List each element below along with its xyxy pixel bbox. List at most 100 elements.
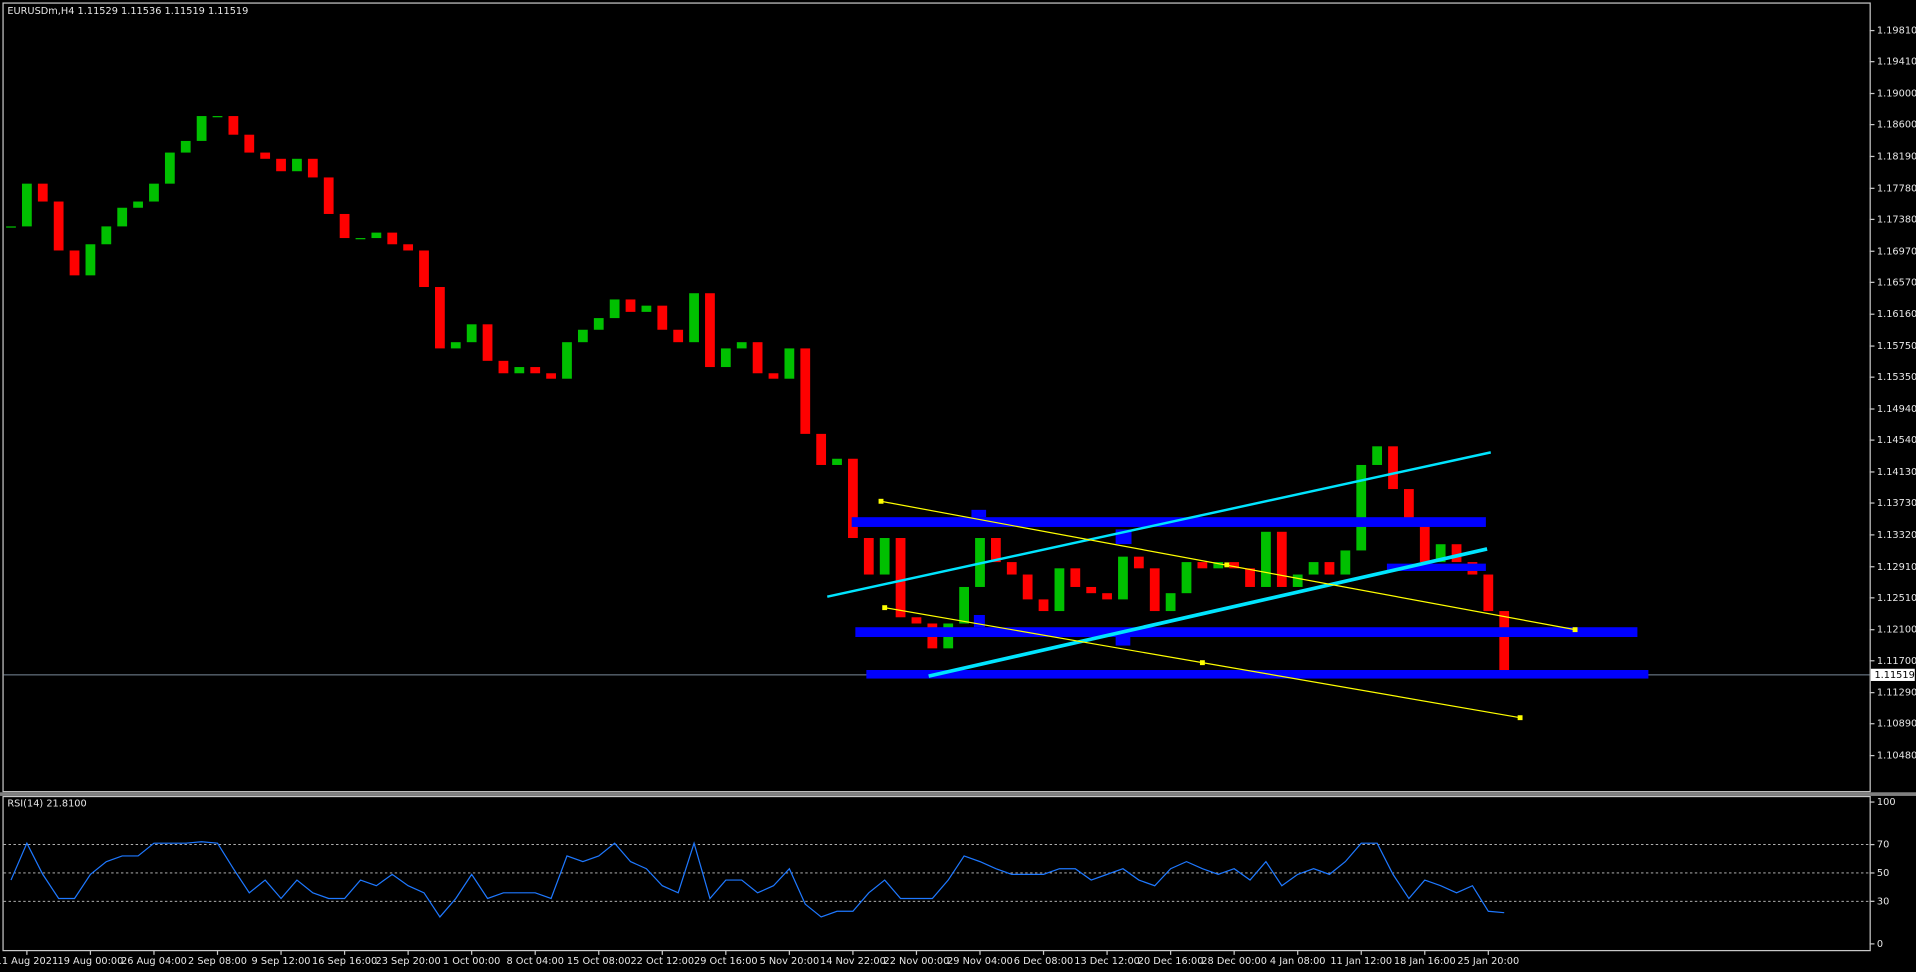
y-tick-label: 1.16160 (1877, 309, 1916, 320)
candle (1181, 562, 1192, 594)
x-tick-label: 16 Sep 16:00 (312, 956, 377, 967)
zone (866, 670, 1649, 679)
candle (530, 367, 541, 374)
candle (133, 201, 143, 208)
y-tick-label: 1.13730 (1877, 498, 1916, 509)
y-tick-label: 100 (1877, 797, 1896, 808)
candle (1435, 544, 1446, 563)
trendline (928, 547, 1488, 678)
x-tick-label: 1 Oct 00:00 (443, 956, 500, 967)
candle (1149, 568, 1160, 612)
candle (180, 140, 191, 153)
y-tick-label: 1.14540 (1877, 435, 1916, 446)
x-tick-label: 6 Dec 08:00 (1014, 956, 1073, 967)
zone (971, 509, 987, 518)
candle (990, 538, 1001, 563)
candle (228, 116, 239, 135)
candle (482, 324, 493, 361)
candle (355, 238, 366, 240)
candle (403, 244, 414, 251)
candle (69, 250, 80, 276)
candle (657, 305, 668, 330)
y-tick-label: 50 (1877, 868, 1889, 879)
candle (562, 342, 572, 379)
x-tick-label: 23 Sep 20:00 (376, 956, 441, 967)
zone (855, 627, 1638, 637)
candle (1038, 599, 1049, 612)
anchor (882, 605, 888, 611)
y-tick-label: 1.11700 (1877, 656, 1916, 667)
candle (1356, 464, 1367, 551)
candle (21, 183, 32, 227)
candle (546, 373, 556, 379)
candle (641, 305, 652, 312)
last-price-box (1870, 668, 1915, 681)
y-tick-label: 1.19810 (1877, 26, 1916, 37)
candle (832, 458, 842, 465)
zone (973, 614, 985, 628)
candle (212, 116, 223, 118)
candle (419, 250, 429, 288)
candle (260, 152, 271, 159)
y-tick-label: 1.19410 (1877, 57, 1916, 68)
candle (307, 158, 318, 178)
x-tick-label: 13 Dec 12:00 (1074, 956, 1140, 967)
y-tick-label: 1.12100 (1877, 625, 1916, 636)
anchor (1199, 660, 1205, 666)
x-tick-label: 4 Jan 08:00 (1270, 956, 1326, 967)
candle (371, 232, 382, 239)
candle (1006, 562, 1017, 575)
candle (164, 152, 175, 184)
anchor (878, 498, 884, 504)
candle (101, 226, 112, 245)
trendline (826, 451, 1492, 598)
drawings (826, 451, 1649, 721)
candle (959, 586, 969, 624)
candle (1324, 562, 1335, 575)
price-pane-frame (2, 2, 1871, 793)
candle (593, 318, 604, 330)
x-tick-label: 26 Aug 04:00 (121, 956, 187, 967)
candle (848, 458, 858, 539)
y-tick-label: 1.17780 (1877, 183, 1916, 194)
x-tick-label: 22 Oct 12:00 (630, 956, 694, 967)
x-tick-label: 5 Nov 20:00 (760, 956, 820, 967)
candle (498, 360, 509, 374)
candle (1213, 562, 1224, 569)
x-tick-label: 29 Nov 04:00 (947, 956, 1013, 967)
candle (1483, 574, 1494, 612)
x-tick-label: 22 Nov 00:00 (884, 956, 950, 967)
candle (323, 177, 334, 214)
candle (1340, 550, 1351, 575)
anchor (1517, 715, 1523, 721)
y-tick-label: 1.15350 (1877, 372, 1916, 383)
y-tick-label: 1.10890 (1877, 719, 1916, 730)
y-tick-label: 1.16970 (1877, 246, 1916, 257)
candle (244, 134, 255, 153)
candle (784, 348, 795, 379)
candle (577, 329, 588, 343)
y-tick-label: 1.11290 (1877, 688, 1916, 699)
candle (85, 244, 96, 276)
candle (450, 342, 461, 349)
candle (768, 373, 779, 379)
candle (339, 213, 350, 239)
candle (37, 183, 48, 202)
x-tick-label: 9 Sep 12:00 (252, 956, 311, 967)
candle (816, 433, 827, 465)
x-tick-label: 2 Sep 08:00 (188, 956, 247, 967)
x-tick-label: 20 Dec 16:00 (1138, 956, 1204, 967)
candle (1165, 593, 1176, 612)
candle (53, 201, 64, 251)
candle (1118, 556, 1128, 600)
zone (1386, 563, 1486, 571)
x-tick-label: 15 Oct 08:00 (567, 956, 631, 967)
rsi-pane-frame (2, 795, 1871, 952)
candle (879, 538, 890, 575)
candle (1229, 562, 1240, 569)
last-price-label: 1.11519 (1874, 670, 1914, 681)
y-tick-label: 0 (1877, 939, 1883, 950)
candle (1276, 531, 1287, 587)
